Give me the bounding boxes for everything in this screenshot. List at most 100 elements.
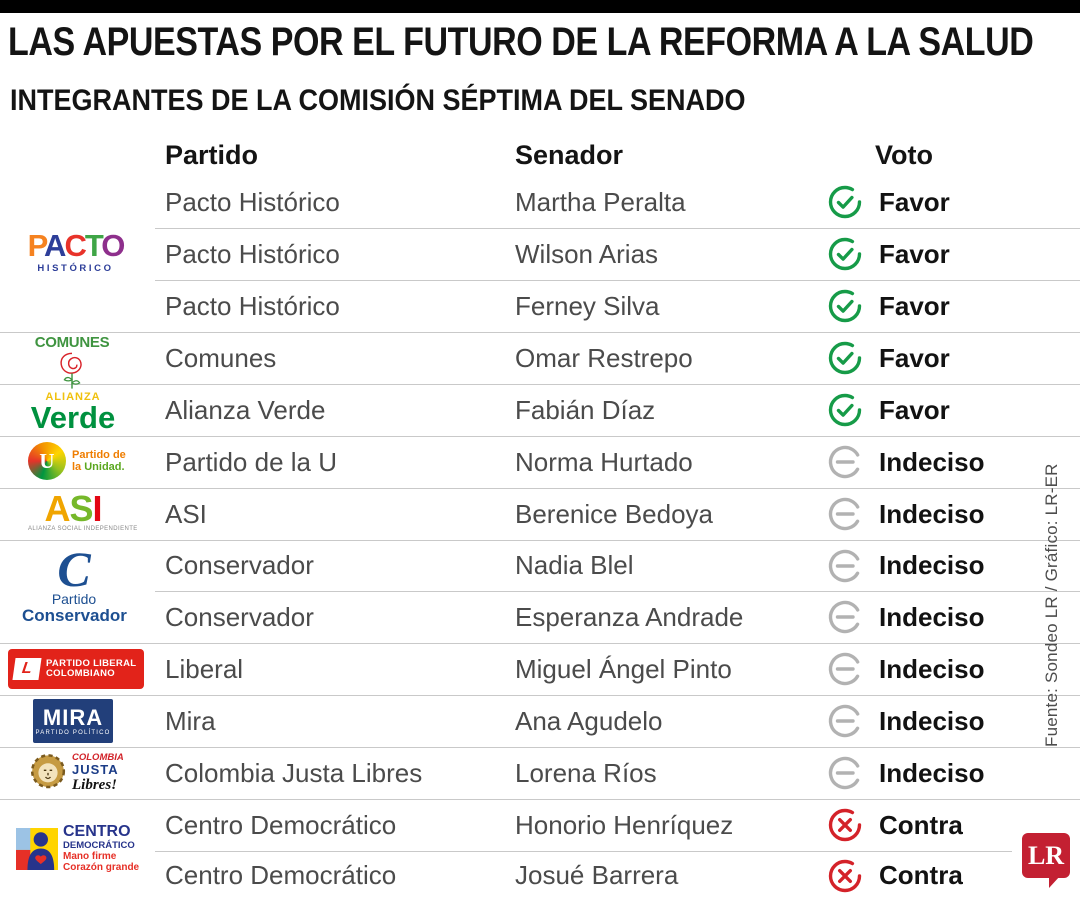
liberal-text-line2: COLOMBIANO (46, 668, 115, 679)
verde-wordmark: Verde (30, 400, 116, 435)
pacto-wordmark: PACTO (27, 228, 126, 263)
vote-label: Indeciso (879, 601, 985, 632)
party-cell: Comunes (165, 342, 277, 373)
party-cell: Centro Democrático (165, 809, 397, 840)
comunes-rose-icon (60, 352, 82, 389)
favor-check-icon (828, 393, 862, 427)
vote-label: Indeciso (879, 498, 985, 529)
group-separator (0, 643, 1080, 644)
table-row: Centro Democrático Josué Barrera Contra (0, 851, 1080, 900)
senator-cell: Martha Peralta (515, 186, 686, 217)
party-cell: Alianza Verde (165, 394, 326, 425)
column-header-senador: Senador (515, 140, 624, 170)
party-cell: Partido de la U (165, 446, 337, 477)
page-subtitle: INTEGRANTES DE LA COMISIÓN SÉPTIMA DEL S… (10, 84, 746, 117)
table-row: Pacto Histórico Ferney Silva Favor (0, 280, 1080, 332)
conservador-text-line2: Conservador (22, 606, 127, 625)
vote-label: Contra (879, 809, 963, 840)
table-row: Pacto Histórico Martha Peralta Favor (0, 176, 1080, 228)
table-row: ASI Berenice Bedoya Indeciso (0, 488, 1080, 540)
senator-cell: Josué Barrera (515, 860, 679, 890)
party-cell: Pacto Histórico (165, 186, 340, 217)
indeciso-dash-icon (828, 445, 862, 479)
row-separator (155, 228, 1080, 229)
logo-mira: MIRA PARTIDO POLÍTICO (33, 699, 113, 743)
liberal-text-line1: PARTIDO LIBERAL (46, 657, 137, 669)
party-cell: Pacto Histórico (165, 238, 340, 269)
row-separator (155, 591, 1080, 592)
vote-label: Favor (879, 186, 950, 217)
table-row: Pacto Histórico Wilson Arias Favor (0, 228, 1080, 280)
party-cell: ASI (165, 498, 207, 529)
indeciso-dash-icon (828, 600, 862, 634)
u-text-line2: la Unidad. (72, 461, 125, 473)
logo-alianza-verde: ALIANZA Verde (28, 391, 118, 435)
pacto-subtext: HISTÓRICO (37, 263, 114, 274)
table-row: Conservador Esperanza Andrade Indeciso (0, 591, 1080, 643)
group-separator (0, 488, 1080, 489)
centro-text-line3: Mano firme (63, 851, 117, 862)
column-header-partido: Partido (165, 140, 259, 170)
logo-comunes: COMUNES (30, 334, 114, 396)
logo-conservador: C Partido Conservador (22, 541, 127, 625)
vote-label: Indeciso (879, 653, 985, 684)
senator-cell: Berenice Bedoya (515, 498, 714, 529)
conservador-c-icon: C (57, 541, 91, 597)
lr-logo: LR (1022, 833, 1070, 888)
senator-cell: Lorena Ríos (515, 757, 657, 788)
centro-text-line1: CENTRO (63, 823, 131, 840)
logo-asi: ASI ALIANZA SOCIAL INDEPENDIENTE (28, 491, 138, 533)
table-row: Partido de la U Norma Hurtado Indeciso (0, 436, 1080, 488)
row-separator (155, 280, 1080, 281)
favor-check-icon (828, 289, 862, 323)
group-separator (0, 695, 1080, 696)
table-row: Centro Democrático Honorio Henríquez Con… (0, 799, 1080, 851)
contra-x-icon (828, 808, 862, 842)
indeciso-dash-icon (828, 652, 862, 686)
senator-cell: Esperanza Andrade (515, 601, 744, 632)
centro-flag-icon (16, 827, 58, 870)
asi-subtext: ALIANZA SOCIAL INDEPENDIENTE (28, 526, 138, 532)
cjl-text-colombia: COLOMBIA (72, 751, 124, 763)
indeciso-dash-icon (828, 497, 862, 531)
senator-cell: Wilson Arias (515, 238, 659, 269)
group-separator (0, 436, 1080, 437)
senator-cell: Ferney Silva (515, 290, 660, 321)
logo-pacto-historico: PACTO HISTÓRICO (18, 228, 133, 275)
party-cell: Mira (165, 705, 216, 736)
verde-alianza-text: ALIANZA (45, 391, 101, 403)
mira-subtext: PARTIDO POLÍTICO (35, 730, 111, 736)
logo-centro-democratico: CENTRO DEMOCRÁTICO Mano firme Corazón gr… (16, 824, 148, 873)
table-row: Alianza Verde Fabián Díaz Favor (0, 384, 1080, 436)
senator-cell: Fabián Díaz (515, 394, 656, 425)
contra-x-icon (828, 859, 862, 892)
indeciso-dash-icon (828, 704, 862, 738)
u-text-line1: Partido de (72, 449, 126, 461)
column-header-voto: Voto (875, 140, 933, 170)
vote-label: Indeciso (879, 550, 985, 580)
indeciso-dash-icon (828, 756, 862, 790)
vote-label: Favor (879, 394, 950, 425)
mira-wordmark: MIRA (42, 705, 104, 730)
senator-cell: Ana Agudelo (515, 705, 663, 736)
table-row: Liberal Miguel Ángel Pinto Indeciso (0, 643, 1080, 695)
party-cell: Centro Democrático (165, 860, 397, 890)
conservador-text-line1: Partido (51, 591, 97, 607)
senator-cell: Norma Hurtado (515, 446, 693, 477)
group-separator (0, 384, 1080, 385)
lion-icon (30, 754, 66, 789)
comunes-wordmark: COMUNES (34, 334, 110, 351)
vote-label: Favor (879, 342, 950, 373)
logo-partido-de-la-u: U Partido de la Unidad. (28, 442, 140, 480)
favor-check-icon (828, 237, 862, 271)
liberal-flag-icon: L (12, 658, 42, 680)
table-row: Comunes Omar Restrepo Favor (0, 332, 1080, 384)
party-cell: Colombia Justa Libres (165, 757, 423, 788)
indeciso-dash-icon (828, 549, 862, 582)
group-separator (0, 799, 1080, 800)
table-row: Conservador Nadia Blel Indeciso (0, 540, 1080, 591)
vote-label: Favor (879, 290, 950, 321)
senator-cell: Honorio Henríquez (515, 809, 734, 840)
senator-cell: Nadia Blel (515, 550, 634, 580)
cjl-text-justa: JUSTA (72, 761, 119, 777)
